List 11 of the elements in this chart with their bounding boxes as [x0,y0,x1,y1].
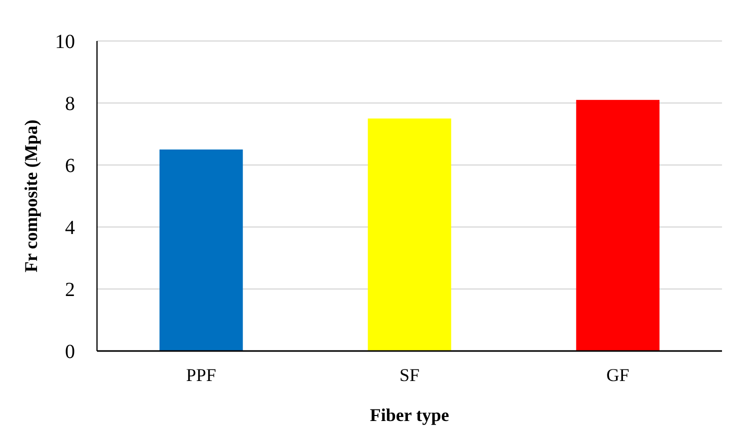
y-tick-label: 8 [65,93,75,115]
y-tick-label: 0 [65,341,75,363]
y-tick-label: 6 [65,155,75,177]
x-tick-label: GF [606,365,630,385]
x-tick-label: SF [399,365,420,385]
y-tick-label: 10 [55,31,75,53]
x-axis-title: Fiber type [370,405,450,425]
y-axis-title: Fr composite (Mpa) [21,120,41,272]
x-tick-label: PPF [186,365,216,385]
y-tick-label: 2 [65,279,75,301]
y-tick-label: 4 [65,217,75,239]
